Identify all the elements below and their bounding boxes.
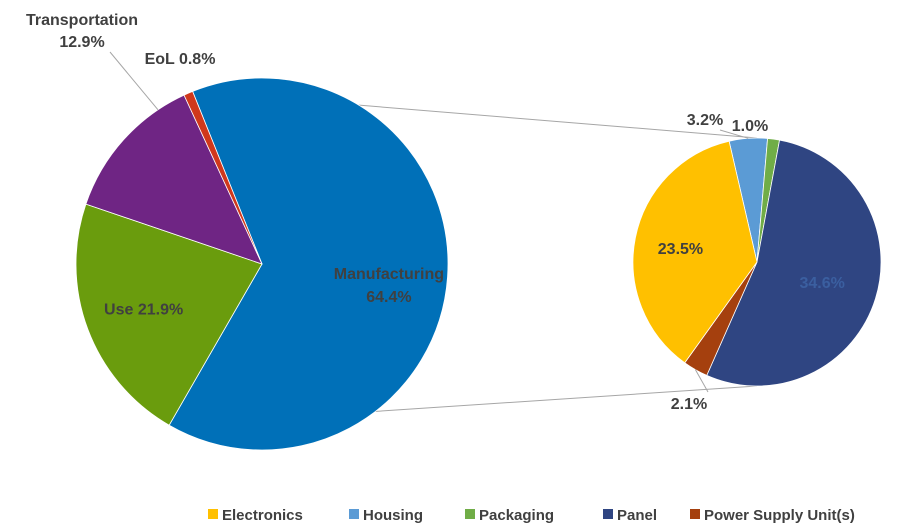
main-slice-use (75, 203, 263, 426)
label-electronics: 23.5% (658, 241, 703, 258)
legend-swatch-panel (603, 509, 613, 519)
legend-label-housing: Housing (363, 507, 423, 524)
breakdown-slice-electronics (632, 140, 758, 364)
legend-swatch-power-supply-unit-s (690, 509, 700, 519)
legend-item-packaging: Packaging (465, 507, 554, 524)
label-manufacturing-name: Manufacturing (334, 266, 444, 283)
legend-label-electronics: Electronics (222, 507, 303, 524)
main-slice-manufacturing (168, 77, 449, 451)
legend-label-packaging: Packaging (479, 507, 554, 524)
main-slice-transportation (85, 94, 263, 265)
label-power-supply: 2.1% (671, 396, 707, 413)
legend-item-housing: Housing (349, 507, 423, 524)
legend-label-power-supply-unit-s: Power Supply Unit(s) (704, 507, 855, 524)
legend-swatch-electronics (208, 509, 218, 519)
legend: Electronics Housing Packaging Panel Power Su… (208, 507, 855, 524)
label-use: Use 21.9% (104, 302, 183, 319)
legend-item-power-supply-unit-s: Power Supply Unit(s) (690, 507, 855, 524)
label-packaging: 1.0% (732, 118, 768, 135)
leader-line-transportation (109, 51, 159, 111)
main-slice-eol (183, 90, 263, 265)
main-pie (75, 77, 449, 451)
legend-swatch-housing (349, 509, 359, 519)
legend-swatch-packaging (465, 509, 475, 519)
leader-line-housing (719, 129, 749, 139)
label-transportation-value: 12.9% (59, 34, 104, 51)
label-panel: 34.6% (799, 275, 844, 292)
label-eol: EoL 0.8% (145, 51, 216, 68)
data-labels: Manufacturing 64.4% Use 21.9% Transportatio… (26, 12, 845, 413)
label-housing: 3.2% (687, 112, 723, 129)
breakdown-pie (632, 137, 882, 387)
leader-line-power-supply (694, 369, 709, 393)
breakdown-slice-panel (706, 139, 882, 387)
legend-item-panel: Panel (603, 507, 657, 524)
label-transportation-name: Transportation (26, 12, 138, 29)
legend-item-electronics: Electronics (208, 507, 303, 524)
label-manufacturing-value: 64.4% (366, 289, 411, 306)
legend-label-panel: Panel (617, 507, 657, 524)
